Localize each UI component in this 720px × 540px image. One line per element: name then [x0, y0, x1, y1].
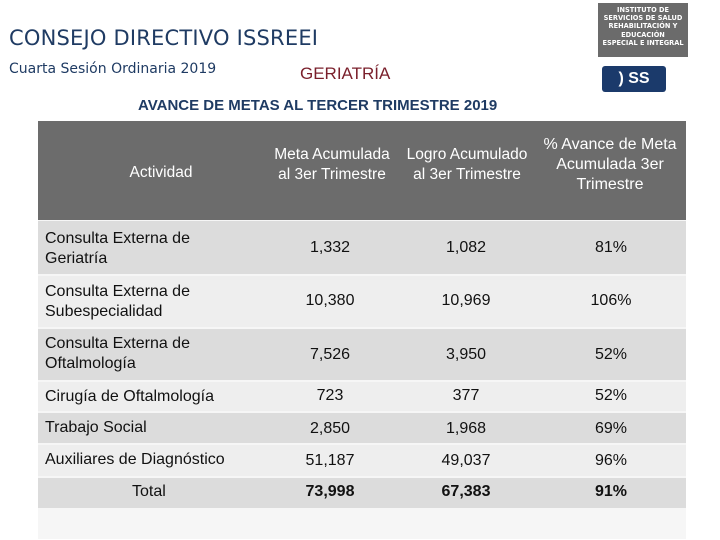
logo-line: INSTITUTO DE — [617, 6, 669, 14]
table-header: Actividad Meta Acumulada al 3er Trimestr… — [38, 121, 686, 220]
page-title: CONSEJO DIRECTIVO ISSREEI — [9, 26, 319, 50]
activity-cell: Consulta Externa de Geriatría — [45, 230, 190, 267]
goal-cell: 723 — [316, 387, 344, 404]
logo-line: SERVICIOS DE SALUD — [603, 14, 683, 23]
goal-cell: 51,187 — [305, 452, 355, 469]
section-title: GERIATRÍA — [300, 64, 391, 83]
activity-cell: Trabajo Social — [45, 419, 147, 436]
total-label: Total — [132, 483, 166, 500]
percent-cell: 81% — [594, 239, 628, 256]
ss-badge: ) SS — [602, 66, 666, 92]
table-row: Auxiliares de Diagnóstico 51,187 49,037 … — [38, 445, 686, 476]
goal-cell: 7,526 — [309, 346, 351, 363]
total-achievement-cell: 67,383 — [441, 483, 491, 500]
table-total-row: Total 73,998 67,383 91% — [38, 478, 686, 508]
percent-cell: 52% — [594, 387, 628, 404]
goal-cell: 10,380 — [305, 292, 355, 309]
total-goal-cell: 73,998 — [305, 483, 355, 500]
activity-cell: Consulta Externa de Oftalmología — [45, 335, 190, 372]
percent-cell: 106% — [590, 292, 632, 309]
activity-cell: Cirugía de Oftalmología — [45, 388, 214, 405]
achievement-cell: 377 — [452, 387, 480, 404]
percent-cell: 96% — [594, 452, 628, 469]
logo-line: EDUCACIÓN — [621, 30, 665, 39]
logo-line: REHABILITACIÓN Y — [608, 22, 678, 31]
percent-cell: 69% — [594, 420, 628, 437]
achievement-cell: 1,968 — [445, 420, 487, 437]
achievement-cell: 49,037 — [441, 452, 491, 469]
col-header-achievement: Logro Acumulado al 3er Trimestre — [406, 146, 528, 183]
achievement-cell: 10,969 — [441, 292, 491, 309]
table-row: Consulta Externa de Oftalmología 7,526 3… — [38, 329, 686, 380]
table-row: Consulta Externa de Geriatría 1,332 1,08… — [38, 221, 686, 274]
col-header-percent: % Avance de Meta Acumulada 3er Trimestre — [543, 136, 677, 193]
achievement-cell: 3,950 — [445, 346, 487, 363]
institution-logo: INSTITUTO DE SERVICIOS DE SALUD REHABILI… — [598, 3, 688, 93]
col-header-activity: Actividad — [129, 164, 193, 181]
table-row: Consulta Externa de Subespecialidad 10,3… — [38, 276, 686, 327]
activity-cell: Consulta Externa de Subespecialidad — [45, 283, 190, 320]
table-row: Trabajo Social 2,850 1,968 69% — [38, 413, 686, 443]
goal-cell: 2,850 — [309, 420, 351, 437]
table-row: Cirugía de Oftalmología 723 377 52% — [38, 382, 686, 411]
session-label: Cuarta Sesión Ordinaria 2019 — [9, 61, 217, 77]
percent-cell: 52% — [594, 346, 628, 363]
logo-text-box: INSTITUTO DE SERVICIOS DE SALUD REHABILI… — [598, 3, 688, 57]
logo-line: ESPECIAL E INTEGRAL — [602, 38, 684, 47]
goal-cell: 1,332 — [309, 239, 351, 256]
table-subtitle: AVANCE DE METAS AL TERCER TRIMESTRE 2019 — [138, 97, 498, 114]
achievement-cell: 1,082 — [445, 239, 487, 256]
activity-cell: Auxiliares de Diagnóstico — [45, 451, 225, 468]
col-header-goal: Meta Acumulada al 3er Trimestre — [274, 146, 390, 183]
total-percent-cell: 91% — [594, 483, 628, 500]
